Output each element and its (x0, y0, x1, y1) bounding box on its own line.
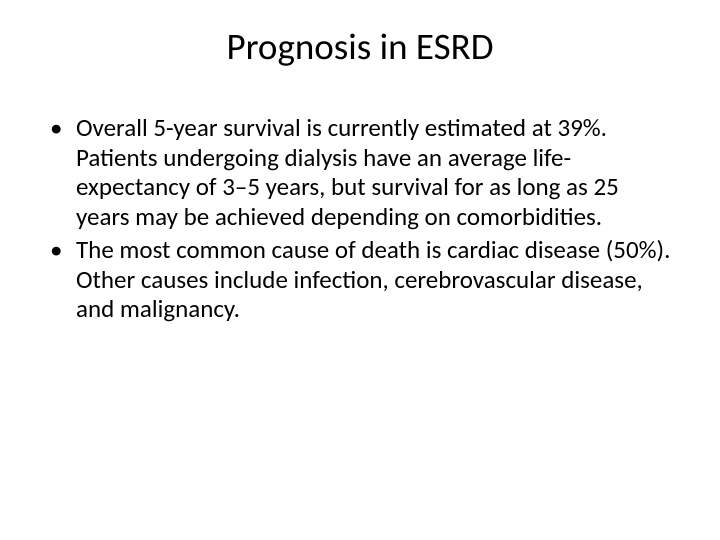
bullet-list: Overall 5-year survival is currently est… (48, 113, 672, 324)
slide: Prognosis in ESRD Overall 5-year surviva… (0, 0, 720, 540)
slide-title: Prognosis in ESRD (48, 24, 672, 69)
bullet-item: Overall 5-year survival is currently est… (48, 113, 672, 231)
slide-body: Overall 5-year survival is currently est… (48, 113, 672, 328)
bullet-item: The most common cause of death is cardia… (48, 235, 672, 324)
